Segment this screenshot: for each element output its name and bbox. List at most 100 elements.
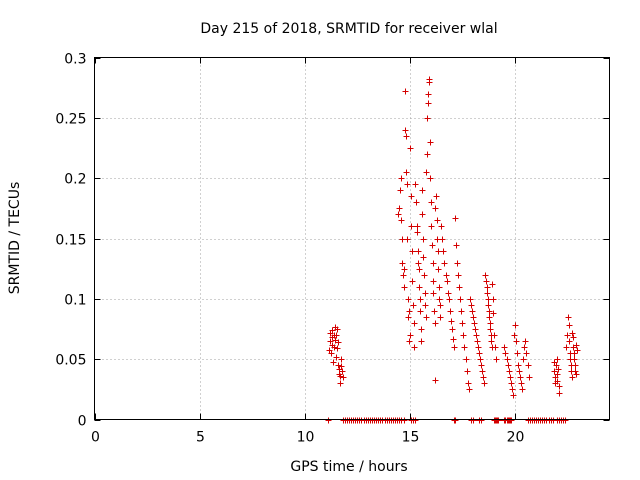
data-point: [514, 350, 521, 357]
data-point: [569, 330, 576, 337]
data-point: [402, 127, 409, 134]
data-point: [518, 380, 525, 387]
data-point: [522, 338, 529, 345]
data-point: [423, 169, 430, 176]
data-point: [492, 344, 499, 351]
data-point: [479, 368, 486, 375]
data-point: [490, 310, 497, 317]
data-point: [410, 302, 417, 309]
data-point: [517, 374, 524, 381]
x-tick-label: 5: [196, 430, 205, 446]
data-point: [398, 217, 405, 224]
data-point: [509, 386, 516, 393]
data-point: [478, 417, 485, 424]
data-point: [566, 338, 573, 345]
data-point: [501, 344, 508, 351]
data-point: [430, 278, 437, 285]
data-point: [407, 145, 414, 152]
data-point: [490, 296, 497, 303]
data-point: [439, 236, 446, 243]
data-point: [556, 390, 563, 397]
data-point: [338, 363, 345, 370]
data-point: [455, 272, 462, 279]
data-point: [411, 344, 418, 351]
x-tick-label: 0: [91, 430, 100, 446]
data-point: [485, 302, 492, 309]
axis-ticks: 0 0.05 0.1 0.15 0.2 0.25 0.3 0 5 10 15 20: [55, 52, 610, 446]
data-point: [448, 318, 455, 325]
data-point: [512, 322, 519, 329]
data-point: [414, 229, 421, 236]
data-point: [443, 272, 450, 279]
data-point: [408, 223, 415, 230]
data-point: [482, 272, 489, 279]
data-point: [409, 278, 416, 285]
data-point: [508, 417, 515, 424]
data-point: [405, 314, 412, 321]
plot-frame: [94, 57, 610, 420]
data-point: [452, 215, 459, 222]
data-point: [436, 296, 443, 303]
data-point: [397, 187, 404, 194]
data-point: [454, 260, 461, 267]
data-point: [408, 193, 415, 200]
data-point: [469, 308, 476, 315]
data-point: [526, 374, 533, 381]
data-point: [407, 332, 414, 339]
data-point: [328, 350, 335, 357]
data-point: [570, 334, 577, 341]
data-point: [327, 338, 334, 345]
data-point: [571, 350, 578, 357]
data-point: [472, 326, 479, 333]
data-point: [436, 284, 443, 291]
data-point: [432, 205, 439, 212]
data-point: [335, 339, 342, 346]
data-point: [433, 193, 440, 200]
data-point: [481, 380, 488, 387]
data-point: [405, 296, 412, 303]
data-point: [572, 362, 579, 369]
data-point: [508, 380, 515, 387]
data-point: [572, 368, 579, 375]
data-point: [425, 100, 432, 107]
data-point: [440, 248, 447, 255]
data-point: [428, 223, 435, 230]
data-point: [406, 338, 413, 345]
data-point: [516, 368, 523, 375]
y-tick-label: 0.15: [55, 233, 86, 249]
data-point: [564, 332, 571, 339]
data-point: [333, 354, 340, 361]
data-point: [401, 266, 408, 273]
data-point: [396, 205, 403, 212]
data-point: [450, 336, 457, 343]
data-point: [404, 236, 411, 243]
data-point: [330, 359, 337, 366]
data-point: [400, 272, 407, 279]
data-point: [415, 260, 422, 267]
data-point: [420, 236, 427, 243]
data-point: [565, 314, 572, 321]
data-point: [438, 223, 445, 230]
y-tick-label: 0.3: [64, 52, 86, 68]
data-point: [434, 217, 441, 224]
data-point: [566, 322, 573, 329]
data-point: [430, 290, 437, 297]
data-point: [470, 417, 477, 424]
data-point: [507, 374, 514, 381]
data-point: [428, 199, 435, 206]
data-point: [411, 320, 418, 327]
data-point: [334, 326, 341, 333]
data-point: [468, 302, 475, 309]
data-point: [493, 356, 500, 363]
data-point: [475, 344, 482, 351]
data-point: [429, 242, 436, 249]
data-point: [502, 350, 509, 357]
data-point: [477, 356, 484, 363]
data-point: [449, 326, 456, 333]
data-points: [325, 76, 581, 424]
data-point: [488, 338, 495, 345]
data-point: [489, 281, 496, 288]
data-point: [401, 284, 408, 291]
data-point: [430, 260, 437, 267]
data-point: [461, 344, 468, 351]
